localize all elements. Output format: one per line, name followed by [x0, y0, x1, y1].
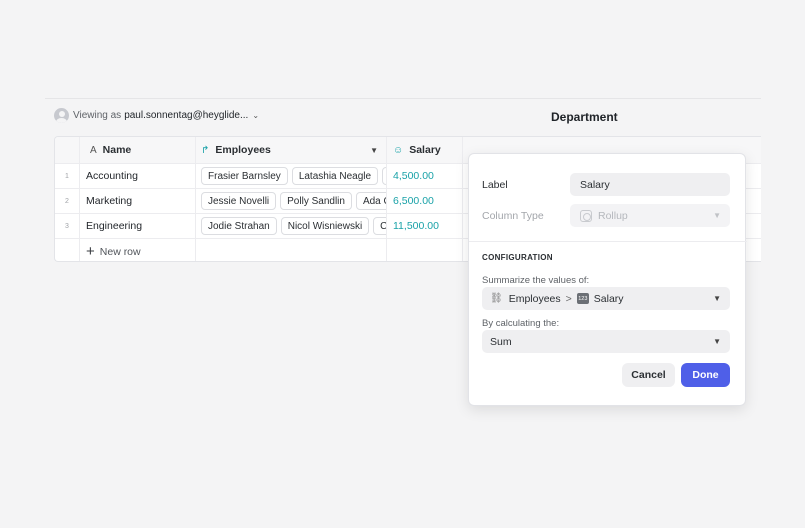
column-header-label: Salary	[409, 144, 441, 156]
rollup-icon: ☺	[393, 144, 404, 156]
summarize-source-select[interactable]: ⛓ Employees > 123 Salary ▼	[482, 287, 730, 310]
column-header-employees[interactable]: ↱ Employees ▼	[196, 137, 387, 163]
summarize-column-value: Salary	[593, 292, 624, 305]
salary-cell[interactable]: 11,500.00	[387, 214, 463, 238]
cancel-button[interactable]: Cancel	[622, 363, 675, 387]
section-heading: CONFIGURATION	[482, 253, 553, 262]
caret-down-icon: ▼	[713, 294, 721, 303]
calculation-select[interactable]: Sum ▼	[482, 330, 730, 353]
calculate-label: By calculating the:	[482, 318, 560, 329]
row-number: 3	[55, 214, 80, 238]
employees-cell[interactable]: Frasier Barnsley Latashia Neagle ...	[196, 164, 387, 188]
column-header-label: Name	[102, 144, 132, 156]
viewing-as-user: paul.sonnentag@heyglide...	[124, 110, 249, 121]
column-type-value: Rollup	[598, 209, 628, 222]
employee-chip[interactable]: Nicol Wisniewski	[280, 217, 370, 235]
viewing-as-label: Viewing as	[73, 110, 122, 121]
employee-chip[interactable]: Frasier Barnsley	[201, 167, 288, 185]
salary-cell[interactable]: 4,500.00	[387, 164, 463, 188]
summarize-source-value: Employees	[508, 292, 561, 305]
name-cell[interactable]: Accounting	[80, 164, 196, 188]
table-title: Department	[551, 110, 618, 124]
number-type-icon: 123	[576, 293, 589, 304]
employee-chip[interactable]: Polly Sandlin	[280, 192, 352, 210]
row-number	[55, 239, 80, 261]
calculation-value: Sum	[490, 335, 512, 348]
plus-icon: +	[86, 243, 95, 260]
row-number: 1	[55, 164, 80, 188]
row-number: 2	[55, 189, 80, 213]
employee-chip[interactable]: C	[373, 217, 386, 235]
label-input[interactable]: Salary	[570, 173, 730, 196]
text-type-icon: A	[90, 144, 97, 156]
relation-link-icon: ⛓	[490, 293, 503, 304]
name-cell[interactable]: Engineering	[80, 214, 196, 238]
empty-cell	[196, 239, 387, 261]
table-row[interactable]: 1 Accounting Frasier Barnsley Latashia N…	[55, 164, 761, 189]
top-divider	[45, 98, 761, 99]
employees-cell[interactable]: Jessie Novelli Polly Sandlin Ada C	[196, 189, 387, 213]
column-type-title: Column Type	[482, 210, 544, 222]
new-row[interactable]: + New row	[55, 239, 761, 261]
caret-down-icon: ▼	[713, 337, 721, 346]
employee-chip[interactable]: Jodie Strahan	[201, 217, 277, 235]
divider	[469, 241, 747, 242]
rollup-type-icon	[580, 209, 592, 222]
summarize-label: Summarize the values of:	[482, 275, 590, 286]
column-config-popover: Label Salary Column Type Rollup ▼ CONFIG…	[468, 153, 747, 406]
chevron-right-icon: >	[565, 292, 572, 305]
column-type-select: Rollup ▼	[570, 204, 730, 227]
employee-chip[interactable]: ...	[382, 167, 386, 185]
header-row: A Name ↱ Employees ▼ ☺ Salary	[55, 137, 761, 164]
relation-arrow-icon: ↱	[201, 144, 210, 156]
row-number-header	[55, 137, 80, 163]
chevron-down-icon: ⌄	[252, 111, 260, 120]
employee-chip[interactable]: Latashia Neagle	[291, 167, 379, 185]
new-row-label: New row	[99, 245, 141, 258]
new-row-button[interactable]: + New row	[80, 239, 196, 261]
table-row[interactable]: 2 Marketing Jessie Novelli Polly Sandlin…	[55, 189, 761, 214]
employee-chip[interactable]: Jessie Novelli	[201, 192, 277, 210]
employees-cell[interactable]: Jodie Strahan Nicol Wisniewski C	[196, 214, 387, 238]
empty-cell	[387, 239, 463, 261]
done-button[interactable]: Done	[681, 363, 730, 387]
name-cell[interactable]: Marketing	[80, 189, 196, 213]
employee-chip[interactable]: Ada C	[355, 192, 386, 210]
avatar	[54, 108, 69, 123]
column-header-salary[interactable]: ☺ Salary	[387, 137, 463, 163]
column-header-name[interactable]: A Name	[80, 137, 196, 163]
column-header-label: Employees	[215, 144, 271, 156]
table-row[interactable]: 3 Engineering Jodie Strahan Nicol Wisnie…	[55, 214, 761, 239]
caret-down-icon: ▼	[713, 211, 721, 220]
salary-cell[interactable]: 6,500.00	[387, 189, 463, 213]
viewing-as-switcher[interactable]: Viewing as paul.sonnentag@heyglide... ⌄	[54, 108, 259, 123]
label-field-title: Label	[482, 179, 508, 191]
caret-down-icon[interactable]: ▼	[370, 145, 378, 155]
